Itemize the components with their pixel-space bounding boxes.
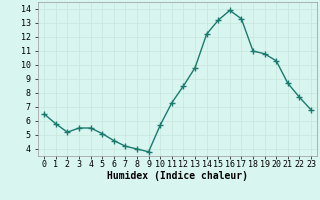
X-axis label: Humidex (Indice chaleur): Humidex (Indice chaleur) — [107, 171, 248, 181]
